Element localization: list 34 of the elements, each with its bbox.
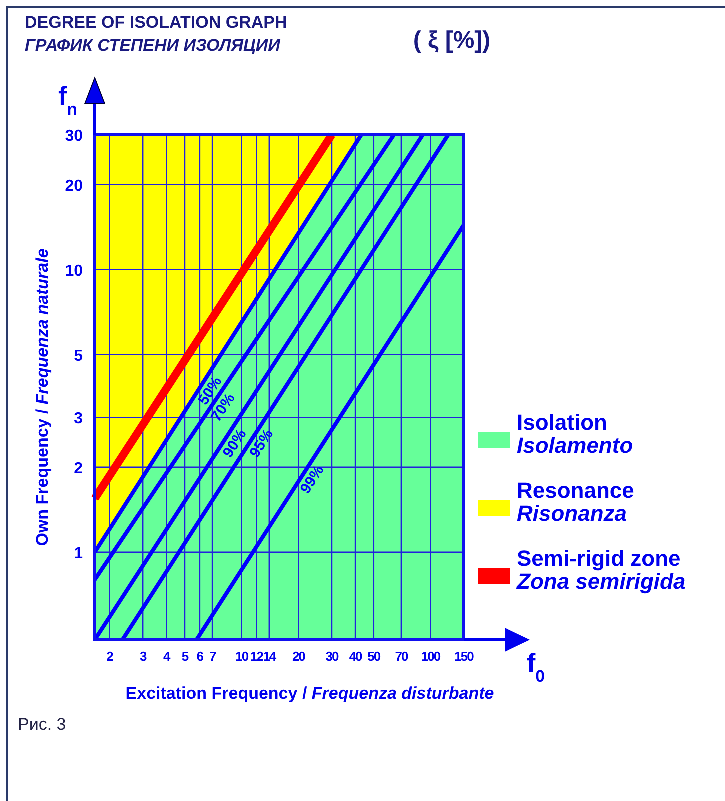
x-tick-label: 40 (349, 649, 363, 664)
x-tick-label: 14 (263, 649, 278, 664)
text: f$_{0}$ (526, 648, 546, 686)
y-tick-label: 1 (74, 545, 84, 562)
x-tick-label: 3 (140, 649, 147, 664)
x-tick-label: 5 (182, 649, 189, 664)
text: ( ξ [%]) (413, 27, 491, 54)
text: Рис. 3 (18, 715, 66, 734)
x-tick-label: 50 (368, 649, 381, 664)
x-tick-label: 2 (106, 649, 114, 664)
x-tick-label: 150 (454, 649, 474, 664)
y-tick-label: 20 (65, 178, 84, 195)
x-tick-label: 12 (250, 649, 264, 664)
x-tick-label: 4 (164, 649, 172, 664)
x-tick-label: 20 (292, 649, 306, 664)
y-tick-label: 2 (74, 460, 84, 478)
y-tick-label: 10 (65, 262, 84, 280)
x-tick-label: 6 (196, 649, 204, 664)
y-axis-title: Own Frequency / Frequenza naturale (33, 248, 52, 546)
text: f$_{n}$ (58, 81, 78, 118)
chart-title: DEGREE OF ISOLATION GRAPH (25, 13, 288, 32)
y-tick-label: 5 (74, 348, 84, 365)
x-tick-label: 70 (395, 649, 408, 664)
x-tick-label: 100 (421, 649, 441, 664)
y-tick-label: 30 (65, 128, 84, 145)
legend-label: Semi-rigid zone Zona semirigida (516, 546, 686, 594)
x-tick-label: 10 (236, 649, 249, 664)
chart-subtitle: ГРАФИК СТЕПЕНИ ИЗОЛЯЦИИ (25, 36, 282, 55)
legend-label: Resonance Risonanza (517, 478, 634, 526)
x-axis-title: Excitation Frequency / Frequenza disturbante (126, 684, 494, 703)
y-tick-label: 3 (74, 410, 84, 428)
x-tick-label: 30 (326, 649, 339, 664)
x-tick-label: 7 (209, 649, 216, 664)
legend-label: Isolation Isolamento (517, 410, 634, 458)
